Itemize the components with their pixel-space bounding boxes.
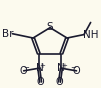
Text: N: N [57,63,64,73]
Text: O: O [73,66,80,76]
Text: N: N [36,63,44,73]
Text: O: O [20,66,27,76]
Text: +: + [62,63,67,69]
Text: Br: Br [2,29,13,39]
Text: NH: NH [83,30,99,40]
Text: S: S [47,22,53,32]
Text: −: − [24,65,30,71]
Text: O: O [56,77,63,87]
Text: O: O [37,77,44,87]
Text: +: + [40,63,46,69]
Text: −: − [70,65,76,71]
